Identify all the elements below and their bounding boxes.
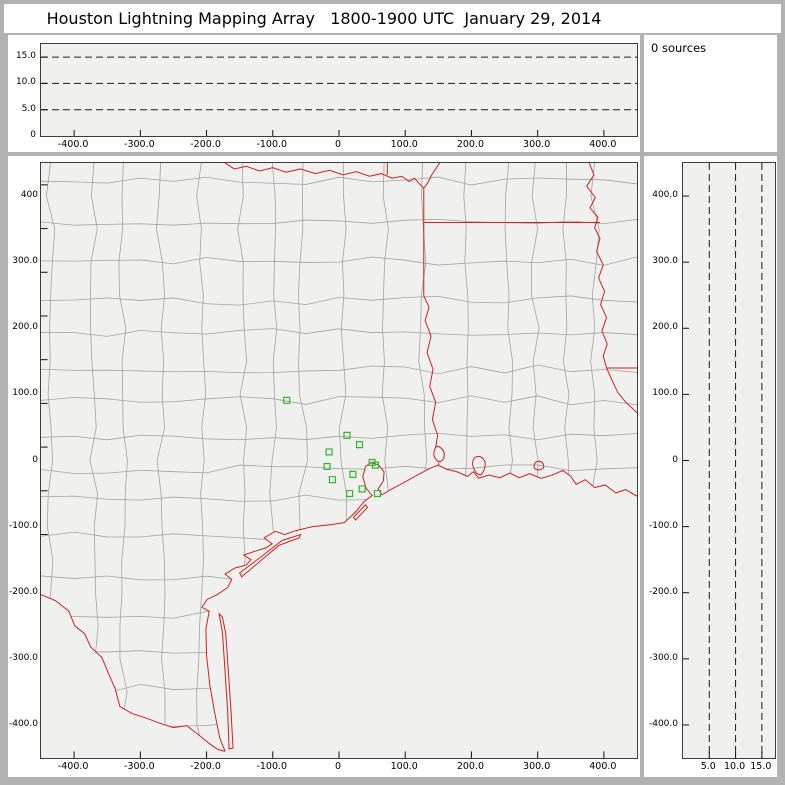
lma-stations: [284, 397, 381, 496]
y-tick-label: 200.0: [12, 322, 38, 333]
x-tick-label: -400.0: [57, 761, 89, 772]
altitude-axis-ticks: [41, 57, 604, 136]
lma-station-marker: [344, 432, 350, 438]
x-tick-label: 300.0: [523, 139, 551, 150]
grand-lake: [534, 461, 544, 470]
y-tick-label: 300.0: [652, 256, 678, 267]
galveston-island: [354, 505, 368, 520]
calcasieu-lake: [473, 456, 486, 475]
lma-station-marker: [326, 449, 332, 455]
x-tick-label: 400.0: [589, 139, 617, 150]
map-panel: 400 300.0 200.0 100.0 0 -100.0 -200.0 -300.0 -40…: [8, 156, 640, 777]
altitude-ns-panel: 400.0 300.0 200.0 100.0 0 -100.0 -200.0 -300.0 -…: [644, 156, 777, 777]
y-tick-label: -300.0: [8, 652, 38, 663]
sources-panel: 0 sources: [644, 35, 777, 152]
lma-station-marker: [359, 486, 365, 492]
y-tick-label: -300.0: [648, 652, 678, 663]
altitude-dashed-gridlines: [41, 57, 637, 110]
x-tick-label: 400.0: [589, 761, 617, 772]
lma-station-marker: [350, 471, 356, 477]
y-tick-label: 400: [20, 190, 38, 201]
x-tick-label: 5.0: [700, 761, 716, 772]
y-tick-label: 0: [30, 130, 36, 140]
x-tick-label: -400.0: [57, 139, 89, 150]
title-bar: Houston Lightning Mapping Array 1800-190…: [4, 4, 781, 33]
x-tick-label: 0: [334, 139, 342, 150]
y-tick-label: 0: [672, 454, 678, 465]
altitude-ew-panel: 15.0 10.0 5.0 0 -400.0 -300.0 -200.0 -100.0 0 100…: [8, 35, 640, 152]
x-tick-label: -300.0: [124, 139, 155, 150]
mississippi-river-border: [587, 163, 637, 413]
map-plot[interactable]: [40, 162, 638, 759]
y-tick-label: -400.0: [8, 718, 38, 729]
x-tick-label: 100.0: [390, 139, 418, 150]
lma-station-marker: [284, 397, 290, 403]
y-tick-label: 400.0: [652, 190, 678, 201]
red-river-tx-ok-border: [225, 163, 440, 188]
padre-island: [219, 614, 233, 749]
y-tick-label: -100.0: [648, 520, 678, 531]
y-tick-label: -200.0: [8, 586, 38, 597]
map-axis-ticks: [41, 185, 604, 758]
lma-station-marker: [357, 442, 363, 448]
lma-station-marker: [324, 463, 330, 469]
x-tick-label: 200.0: [456, 761, 485, 772]
altitude-dashed-gridlines-vertical: [709, 163, 762, 758]
gulf-of-mexico: [201, 462, 637, 758]
sabine-river-border: [424, 296, 438, 447]
y-tick-label: -200.0: [648, 586, 678, 597]
altitude-ns-canvas: [683, 163, 775, 758]
page-title: Houston Lightning Mapping Array 1800-190…: [46, 9, 602, 28]
x-tick-label: -100.0: [256, 139, 288, 150]
x-tick-label: -100.0: [256, 761, 288, 772]
matagorda-barrier-islands: [240, 535, 301, 577]
map-canvas: [41, 163, 637, 758]
y-tick-label: 100.0: [12, 388, 38, 399]
mexico-region: [41, 594, 226, 758]
y-tick-label: -100.0: [8, 520, 38, 531]
altitude-ew-plot[interactable]: [40, 43, 638, 137]
x-tick-label: -200.0: [190, 761, 221, 772]
y-tick-label: -400.0: [648, 718, 678, 729]
x-tick-label: 100.0: [390, 761, 418, 772]
gulf-coastline: [202, 462, 637, 751]
y-tick-label: 0: [32, 454, 38, 465]
ns-axis-ticks: [683, 196, 762, 758]
lma-station-marker: [347, 491, 353, 497]
y-tick-label: 5.0: [21, 103, 36, 114]
y-tick-label: 200.0: [652, 322, 678, 333]
x-tick-label: 0: [334, 761, 342, 772]
altitude-ew-canvas: [41, 44, 637, 136]
x-tick-label: -300.0: [124, 761, 155, 772]
x-tick-label: -200.0: [190, 139, 221, 150]
x-tick-label: 15.0: [750, 761, 772, 772]
y-tick-label: 10.0: [15, 77, 36, 88]
state-borders-and-coastline: [41, 163, 637, 751]
lma-station-marker: [372, 462, 378, 468]
y-tick-label: 100.0: [652, 388, 678, 399]
x-tick-label: 200.0: [456, 139, 485, 150]
y-tick-label: 300.0: [12, 256, 38, 267]
x-tick-label: 10.0: [723, 761, 746, 772]
lma-station-marker: [374, 491, 380, 497]
y-tick-label: 15.0: [15, 51, 36, 62]
sources-count-label: 0 sources: [651, 41, 707, 55]
lma-station-marker: [329, 477, 335, 483]
sabine-lake: [434, 446, 444, 465]
altitude-ns-plot[interactable]: [682, 162, 776, 759]
x-tick-label: 300.0: [523, 761, 551, 772]
rio-grande-border: [41, 595, 225, 752]
